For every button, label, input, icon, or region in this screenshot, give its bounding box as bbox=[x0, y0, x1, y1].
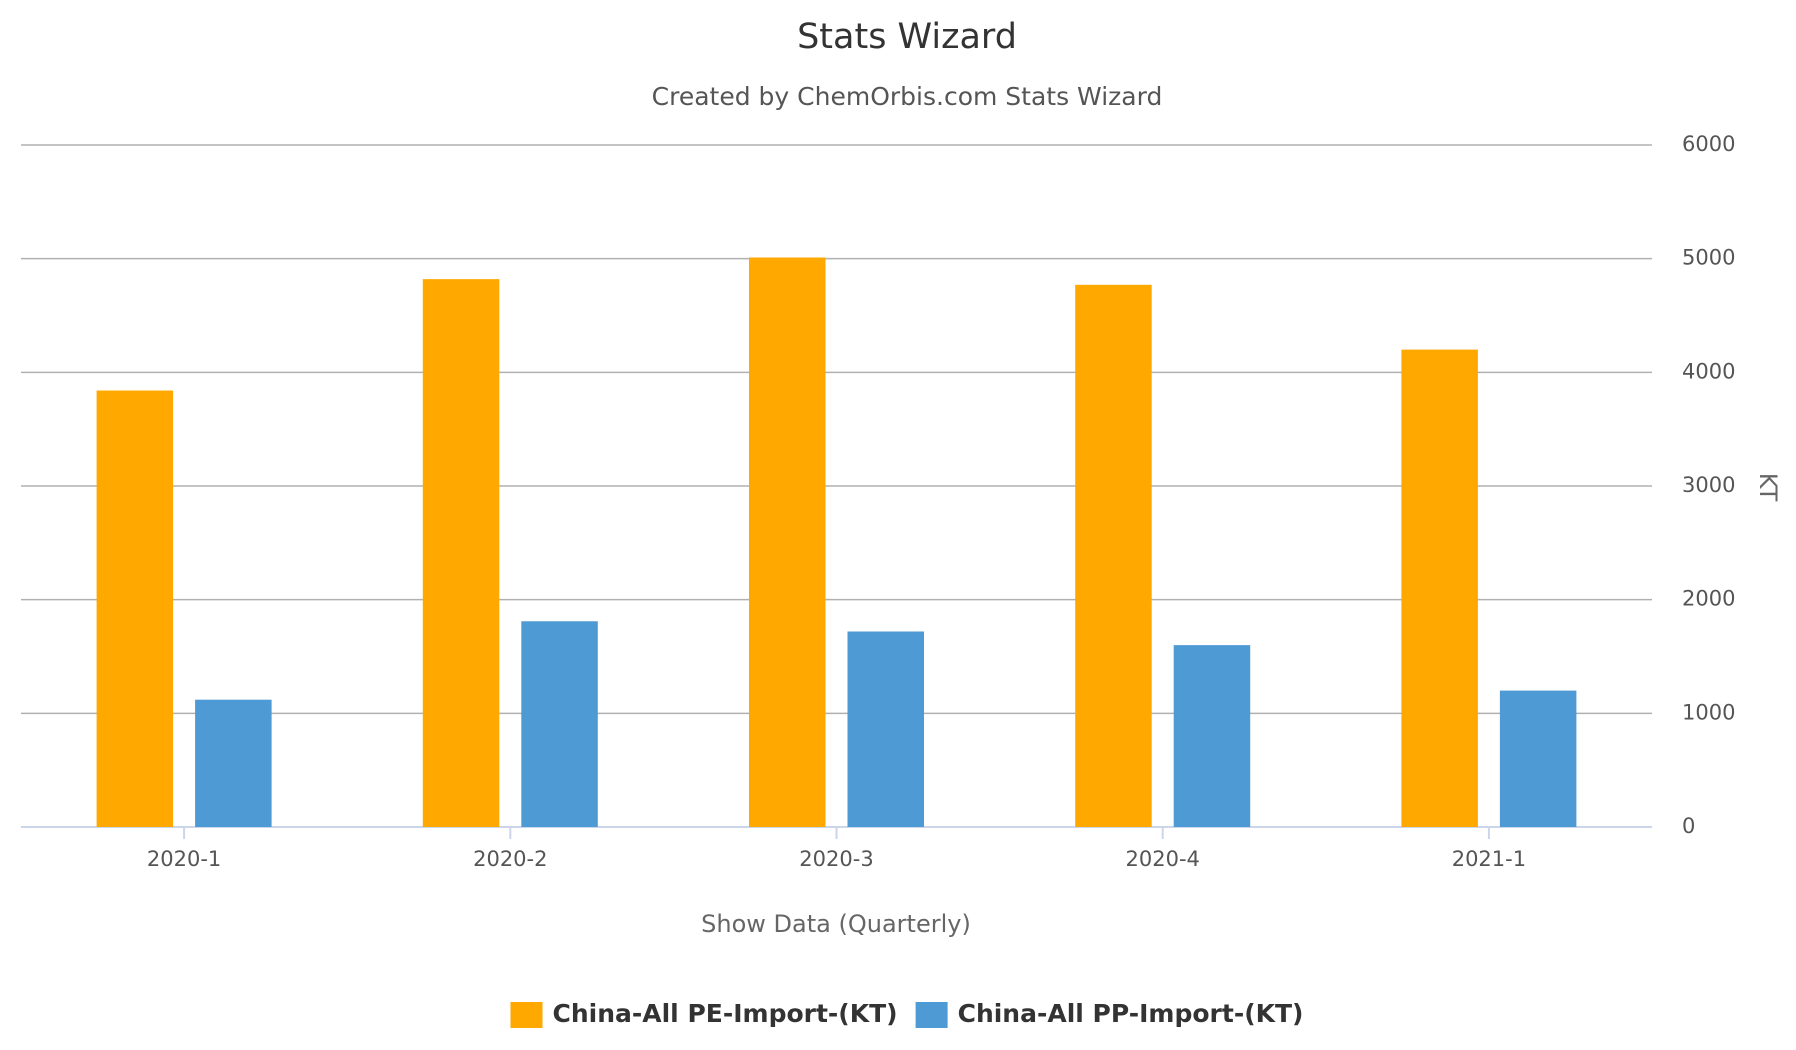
bar[interactable] bbox=[1173, 645, 1251, 827]
bar[interactable] bbox=[1499, 690, 1577, 827]
x-tick-label: 2020-1 bbox=[147, 847, 221, 871]
y-axis-title: KT bbox=[1754, 473, 1782, 502]
y-tick-label: 4000 bbox=[1682, 359, 1735, 383]
y-tick-label: 6000 bbox=[1682, 132, 1735, 156]
y-tick-label: 0 bbox=[1682, 814, 1695, 838]
y-tick-label: 2000 bbox=[1682, 587, 1735, 611]
chart-subtitle: Created by ChemOrbis.com Stats Wizard bbox=[652, 82, 1163, 111]
bar[interactable] bbox=[422, 279, 500, 827]
bar[interactable] bbox=[1075, 284, 1152, 827]
x-tick-label: 2020-2 bbox=[473, 847, 547, 871]
y-tick-label: 3000 bbox=[1682, 473, 1735, 497]
legend-label[interactable]: China-All PP-Import-(KT) bbox=[958, 999, 1304, 1028]
bar[interactable] bbox=[847, 631, 925, 827]
x-axis-title: Show Data (Quarterly) bbox=[701, 910, 971, 938]
bar[interactable] bbox=[521, 621, 598, 827]
x-tick-label: 2020-4 bbox=[1126, 847, 1200, 871]
bar[interactable] bbox=[749, 257, 826, 827]
legend-label[interactable]: China-All PE-Import-(KT) bbox=[553, 999, 898, 1028]
legend-swatch[interactable] bbox=[915, 1002, 948, 1028]
bar[interactable] bbox=[195, 699, 272, 827]
y-tick-label: 5000 bbox=[1682, 246, 1735, 270]
chart-title: Stats Wizard bbox=[797, 17, 1017, 57]
y-tick-label: 1000 bbox=[1682, 700, 1735, 724]
x-tick-label: 2021-1 bbox=[1452, 847, 1526, 871]
legend-swatch[interactable] bbox=[510, 1002, 543, 1028]
bar[interactable] bbox=[96, 390, 174, 827]
bar[interactable] bbox=[1401, 349, 1478, 827]
x-tick-label: 2020-3 bbox=[799, 847, 873, 871]
